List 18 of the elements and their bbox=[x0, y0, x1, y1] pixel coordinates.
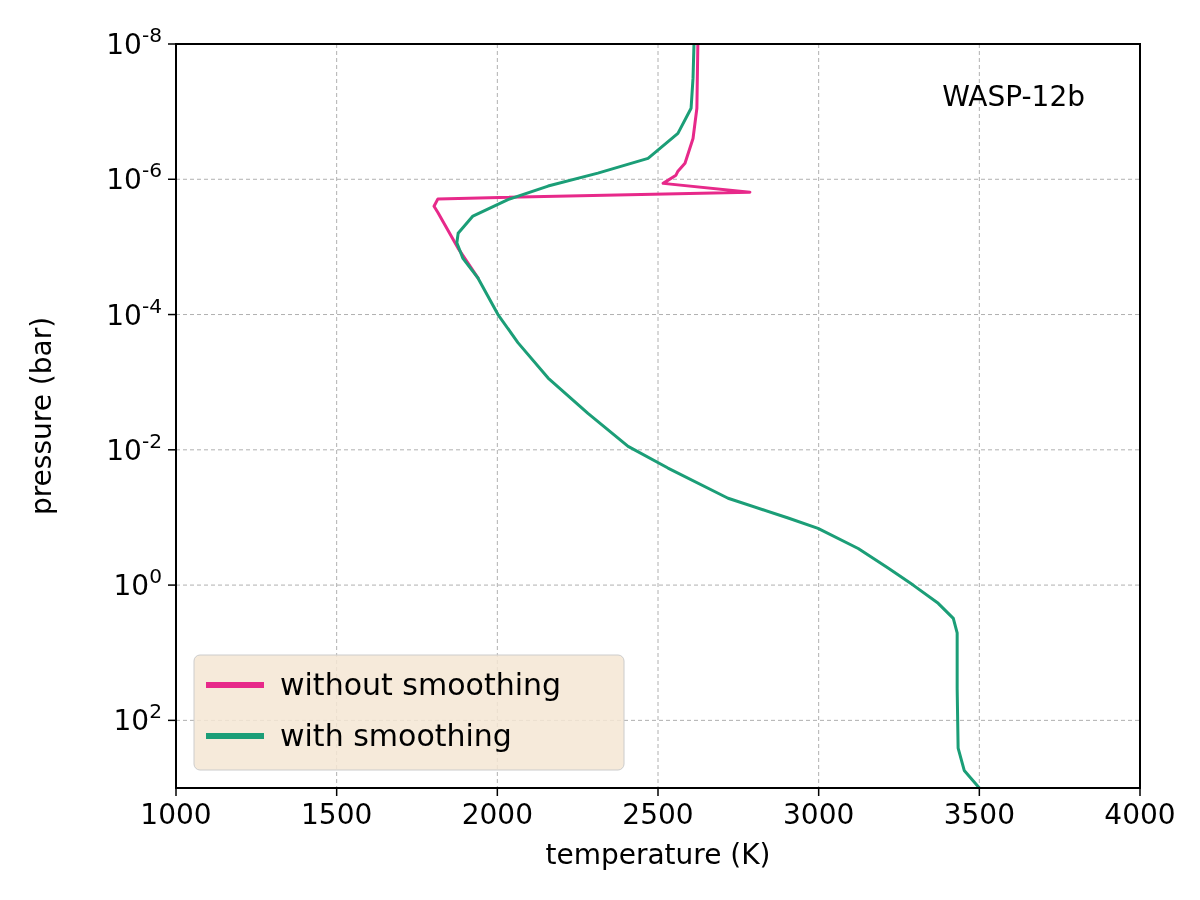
y-axis-title: pressure (bar) bbox=[25, 316, 58, 516]
x-tick-label: 1000 bbox=[140, 798, 212, 831]
x-tick-label: 3500 bbox=[943, 798, 1015, 831]
legend-label: without smoothing bbox=[280, 667, 562, 702]
y-tick-label: 10$^{-8}$ bbox=[106, 23, 162, 61]
legend-label: with smoothing bbox=[280, 718, 512, 753]
y-tick-label: 10$^{-2}$ bbox=[106, 428, 162, 467]
x-axis-title: temperature (K) bbox=[545, 838, 771, 871]
annotation: WASP-12b bbox=[942, 80, 1085, 113]
x-tick-label: 1500 bbox=[301, 798, 373, 831]
x-tick-label: 3000 bbox=[783, 798, 855, 831]
x-tick-label: 2500 bbox=[622, 798, 694, 831]
y-tick-label: 10$^{0}$ bbox=[113, 564, 162, 603]
y-tick-label: 10$^{-6}$ bbox=[106, 158, 162, 197]
x-tick-label: 2000 bbox=[461, 798, 533, 831]
y-tick-label: 10$^{2}$ bbox=[113, 699, 162, 738]
y-tick-label: 10$^{-4}$ bbox=[106, 293, 162, 332]
x-tick-label: 4000 bbox=[1104, 798, 1176, 831]
